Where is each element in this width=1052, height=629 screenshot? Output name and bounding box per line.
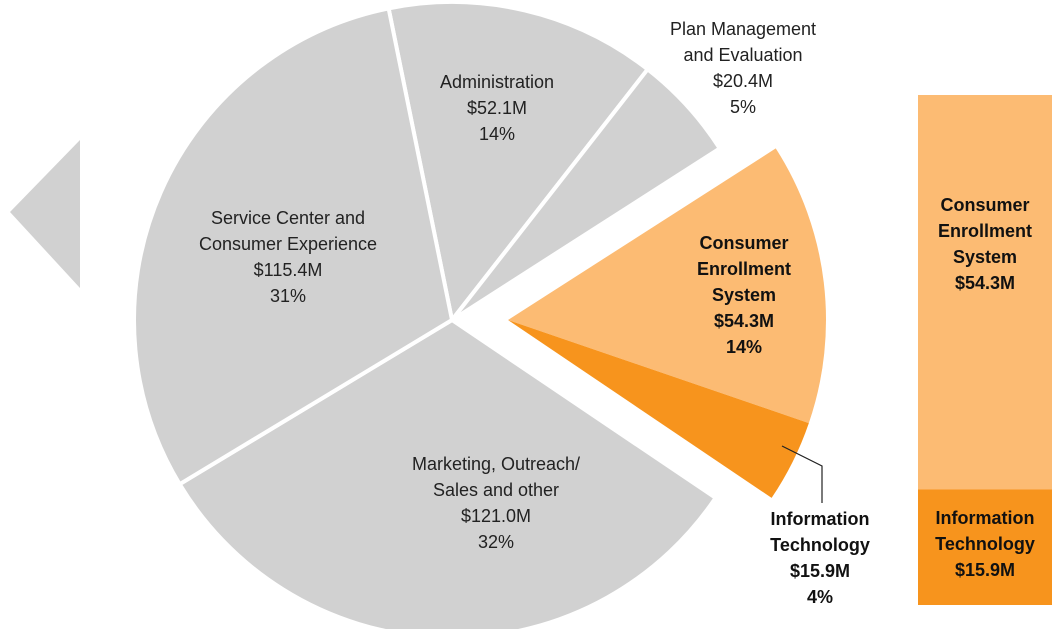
slice-label: Consumer Experience (199, 234, 377, 254)
bar-segment (918, 95, 1052, 490)
pie-slice (132, 6, 455, 487)
slice-label: Enrollment (938, 221, 1032, 241)
slice-label: $54.3M (955, 273, 1015, 293)
leader-line (781, 445, 823, 503)
slice-label: System (712, 285, 776, 305)
pie-slice (450, 66, 723, 322)
slice-label: Information (936, 508, 1035, 528)
slice-label: 32% (478, 532, 514, 552)
slice-label: Service Center and (211, 208, 365, 228)
slice-label: 5% (730, 97, 756, 117)
slice-label: $20.4M (713, 71, 773, 91)
slice-label: Technology (935, 534, 1035, 554)
slice-label: Administration (440, 72, 554, 92)
slice-label: Plan Management (670, 19, 816, 39)
slice-label: 14% (726, 337, 762, 357)
slice-label: $52.1M (467, 98, 527, 118)
nav-arrow (10, 140, 80, 288)
slice-label: Marketing, Outreach/ (412, 454, 580, 474)
slice-label: and Evaluation (683, 45, 802, 65)
slice-label: Consumer (940, 195, 1029, 215)
slice-label: 4% (807, 587, 833, 607)
slice-label: Information (771, 509, 870, 529)
slice-label: Enrollment (697, 259, 791, 279)
slice-label: 14% (479, 124, 515, 144)
slice-label: 31% (270, 286, 306, 306)
slice-label: $121.0M (461, 506, 531, 526)
bar-segment (918, 489, 1052, 605)
slice-label: System (953, 247, 1017, 267)
slice-label: Technology (770, 535, 870, 555)
slice-label: Sales and other (433, 480, 559, 500)
slice-label: $115.4M (254, 260, 323, 280)
slice-label: $54.3M (714, 311, 774, 331)
pie-slice (176, 317, 719, 629)
pie-slice (386, 0, 651, 325)
slice-label: $15.9M (790, 561, 850, 581)
pie-slice (508, 148, 827, 424)
pie-slice (508, 320, 809, 498)
slice-label: $15.9M (955, 560, 1015, 580)
slice-label: Consumer (699, 233, 788, 253)
